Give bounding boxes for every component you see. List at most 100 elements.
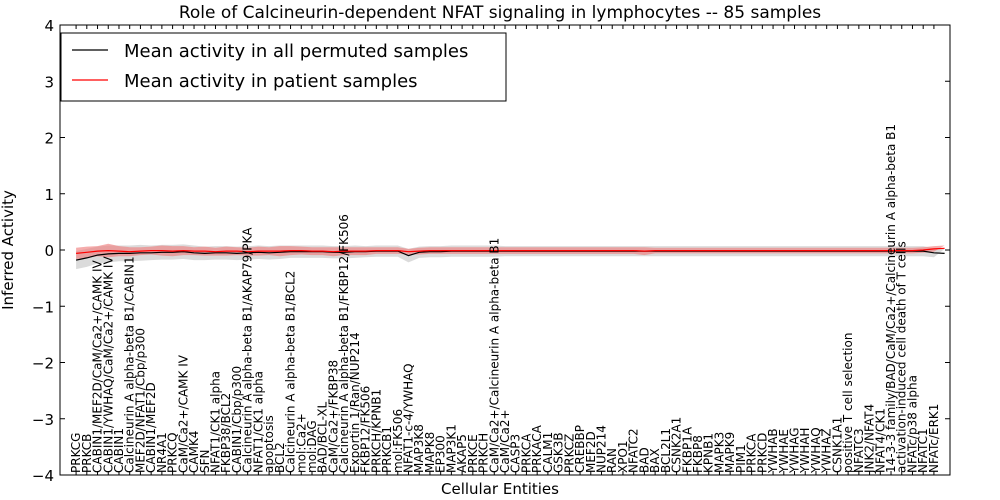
x-tick-label: positive T cell selection xyxy=(841,333,855,473)
x-tick-label: JNK2/NFAT4 xyxy=(863,404,877,474)
x-tick-label: CASP3 xyxy=(509,434,523,473)
x-tick-label: CaM/Ca2+/CAMK IV xyxy=(176,354,190,473)
x-tick-label: PRKCG xyxy=(69,433,83,473)
legend-label-patient: Mean activity in patient samples xyxy=(124,71,418,92)
x-tick-label: PRKCD xyxy=(755,433,769,473)
x-tick-label: MAP3K1 xyxy=(444,424,458,473)
x-tick-label: GSK3B xyxy=(552,432,566,473)
x-tick-label: CABIN1 xyxy=(112,428,126,473)
chart-title: Role of Calcineurin-dependent NFAT signa… xyxy=(179,3,821,23)
x-tick-label: CAMK4 xyxy=(187,431,201,473)
x-tick-label: YWHAQ xyxy=(809,427,823,474)
x-tick-label: CABIN1/Cbp/p300 xyxy=(230,366,244,473)
x-tick-label: NFATc/p38 alpha xyxy=(906,375,920,473)
x-tick-label: CREBBP xyxy=(573,425,587,473)
legend-box xyxy=(60,32,507,102)
x-tick-label: BAD/BCL-XL xyxy=(316,401,330,473)
y-tick-label: 3 xyxy=(44,73,54,91)
x-tick-label: XPO1 xyxy=(616,440,630,473)
x-tick-label: Exportin 1/Ran/NUP214 xyxy=(348,332,362,473)
x-tick-label: PIM1 xyxy=(734,444,748,473)
x-tick-label: PRKCB1 xyxy=(380,426,394,473)
x-tick-label: NFATc/ERK1 xyxy=(927,404,941,473)
x-tick-label: CSNK2A1 xyxy=(670,417,684,473)
x-tick-label: FKBP1A xyxy=(680,426,694,473)
x-tick-label: YWHAG xyxy=(788,427,802,474)
x-tick-label: BCL2L1 xyxy=(659,428,673,473)
x-tick-label: mol:Ca2+ xyxy=(294,413,308,473)
x-tick-label: CABIN1/MEF2D/CaM/Ca2+/CAMK IV xyxy=(91,259,105,473)
y-tick-label: 0 xyxy=(44,242,54,260)
x-tick-label: NFAT4/CK1 xyxy=(873,408,887,473)
x-tick-label: Calcineurin A alpha-beta B1/CABIN1 xyxy=(123,256,137,473)
x-tick-label: MAPK3 xyxy=(713,432,727,473)
x-tick-label: MEF2D/NFAT1/Cbp/p300 xyxy=(133,328,147,473)
y-tick-label: −4 xyxy=(32,467,54,485)
x-tick-label: AKAP5 xyxy=(455,434,469,473)
x-tick-label: PRKCA xyxy=(519,433,533,473)
x-tick-label: FKBP8 xyxy=(691,435,705,473)
x-tick-label: NFATC2 xyxy=(627,428,641,473)
x-tick-label: NFAT1-c-4/YWHAQ xyxy=(402,363,416,473)
x-tick-label: EP300 xyxy=(434,435,448,473)
confidence-bands xyxy=(76,243,945,270)
x-tick-label: NUP214 xyxy=(595,425,609,473)
x-tick-label: PRKCQ xyxy=(166,432,180,473)
x-tick-label: MAPK9 xyxy=(723,432,737,473)
x-tick-label: PRKCH xyxy=(477,433,491,473)
x-tick-label: activation-induced cell death of T cells xyxy=(895,241,909,473)
x-tick-label: NR4A1 xyxy=(155,432,169,473)
x-tick-label: YWHAE xyxy=(777,429,791,474)
line-patient xyxy=(76,247,945,254)
y-axis-label: Inferred Activity xyxy=(0,190,17,310)
x-tick-label: BAX xyxy=(648,448,662,473)
x-tick-label: mol:DAG xyxy=(305,420,319,473)
x-tick-label: FKBP12/FK506 xyxy=(359,386,373,473)
x-tick-label: YWHAH xyxy=(798,428,812,474)
x-tick-label: SFN xyxy=(198,450,212,474)
y-tick-label: 4 xyxy=(44,17,54,35)
x-tick-label: mol:FK506 xyxy=(391,409,405,473)
x-tick-label: MAPK8 xyxy=(423,432,437,473)
x-tick-label: CSNK1A1 xyxy=(830,417,844,473)
y-tick-label: −2 xyxy=(32,355,54,373)
x-tick-label: PRKCZ xyxy=(562,434,576,473)
x-tick-label: YWHAZ xyxy=(820,428,834,474)
x-tick-label: YWHAB xyxy=(766,428,780,474)
x-tick-label: CABIN1/MEF2D xyxy=(144,382,158,473)
series-lines xyxy=(75,247,945,261)
x-tick-label: CaM/Ca2+ xyxy=(498,409,512,473)
x-tick-label: CABIN1/YWHAQ/CaM/Ca2+/CAMK IV xyxy=(101,256,115,473)
x-tick-label: NFAT1/CK1 alpha xyxy=(251,371,265,473)
legend-label-permuted: Mean activity in all permuted samples xyxy=(124,41,468,62)
y-ticks: −4 −3 −2 −1 0 1 2 3 4 xyxy=(32,17,950,485)
x-tick-label: Calcineurin A alpha-beta B1/FKBP12/FK506 xyxy=(337,214,351,473)
x-tick-label: apoptosis xyxy=(262,415,276,473)
x-tick-label: CALM1 xyxy=(541,432,555,473)
x-tick-label: PRKCE xyxy=(466,434,480,473)
y-tick-label: −3 xyxy=(32,411,54,429)
x-tick-label: NFATC3 xyxy=(852,428,866,473)
x-tick-label: MEF2D xyxy=(584,431,598,473)
legend: Mean activity in all permuted samples Me… xyxy=(60,32,507,102)
y-tick-label: 1 xyxy=(44,186,54,204)
x-tick-label: PRKCA xyxy=(745,433,759,473)
x-tick-label: 14-3-3 family/BAD/CaM/Ca2+/Calcineurin A… xyxy=(884,124,898,473)
x-tick-label: KPNB1 xyxy=(702,433,716,473)
x-tick-label: PRKACA xyxy=(530,424,544,473)
x-tick-label: NFAT1/CK1 alpha xyxy=(209,371,223,473)
x-tick-label: RAN xyxy=(605,448,619,473)
y-tick-label: −1 xyxy=(32,298,54,316)
x-tick-label: CaM/Ca2+/FKBP38 xyxy=(326,360,340,473)
x-tick-label: NFATC1 xyxy=(916,428,930,473)
x-tick-label: Calcineurin A alpha-beta B1/AKAP79/PKA xyxy=(241,227,255,473)
x-tick-label: FKBP38/BCL2 xyxy=(219,393,233,473)
x-tick-label: MAP3K8 xyxy=(412,424,426,473)
x-tick-label: BAD xyxy=(637,447,651,473)
x-tick-label: PRKCH/KPNB1 xyxy=(369,389,383,473)
plot-frame xyxy=(59,24,951,476)
x-tick-label: BCL2 xyxy=(273,442,287,473)
x-tick-label: Calcineurin A alpha-beta B1/BCL2 xyxy=(284,271,298,473)
